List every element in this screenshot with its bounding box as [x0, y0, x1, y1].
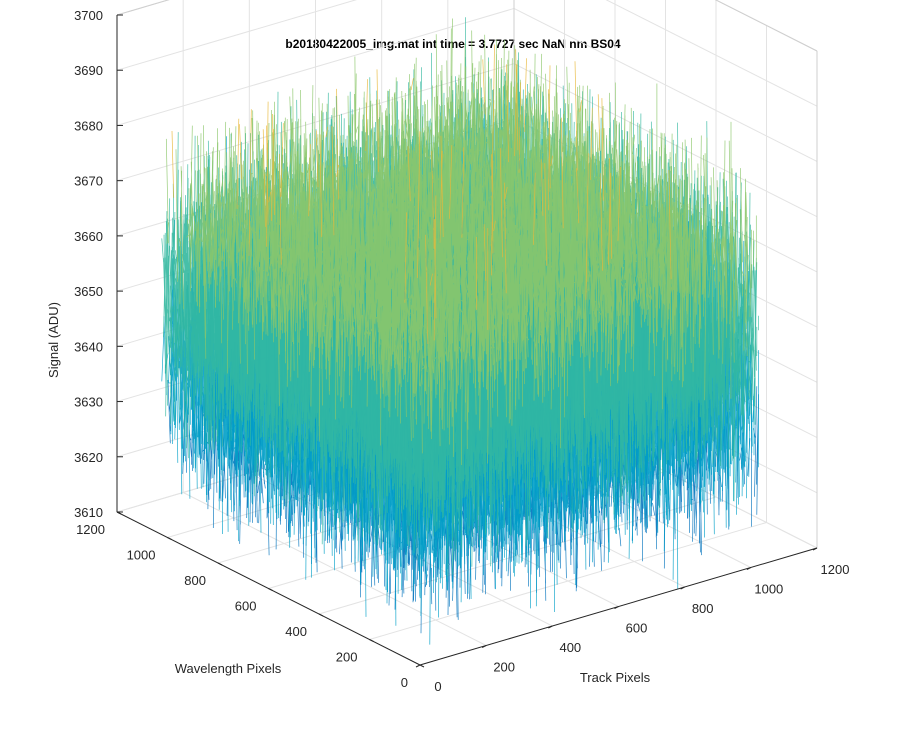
z-axis-label: Signal (ADU)	[46, 302, 61, 378]
z-tick-label: 3650	[74, 284, 103, 299]
z-tick-label: 3700	[74, 8, 103, 23]
x-tick-label: 800	[692, 601, 714, 616]
mesh-band-4	[171, 44, 672, 345]
x-tick-mark	[614, 606, 619, 609]
y-axis-label: Wavelength Pixels	[175, 661, 282, 676]
x-tick-label: 600	[626, 621, 648, 636]
y-tick-label: 600	[235, 599, 257, 614]
z-tick-label: 3690	[74, 63, 103, 78]
x-axis-label: Track Pixels	[580, 670, 651, 685]
y-tick-label: 0	[401, 675, 408, 690]
y-tick-label: 800	[184, 573, 206, 588]
z-tick-label: 3670	[74, 174, 103, 189]
x-tick-label: 0	[434, 679, 441, 694]
y-tick-label: 400	[285, 624, 307, 639]
z-tick-label: 3660	[74, 229, 103, 244]
x-tick-label: 1000	[754, 582, 783, 597]
y-tick-label: 1200	[76, 522, 105, 537]
x-tick-mark	[680, 586, 685, 590]
x-tick-label: 200	[493, 660, 515, 675]
y-tick-mark	[318, 613, 324, 617]
x-tick-mark	[812, 547, 818, 551]
y-tick-mark	[268, 588, 273, 591]
axis-ticks: 0 200 400 600 800 1000 1200 0 200 400 600 800 1000 12…	[74, 8, 849, 694]
x-tick-mark	[481, 645, 487, 648]
mesh-surface	[161, 17, 759, 645]
y-tick-label: 200	[336, 650, 358, 665]
y-tick-mark	[369, 639, 374, 642]
z-tick-label: 3640	[74, 339, 103, 354]
y-tick-mark	[217, 562, 223, 566]
chart-title: b20180422005_img.mat int time = 3.7727 s…	[285, 37, 621, 51]
z-tick-label: 3630	[74, 395, 103, 410]
box-edge	[714, 0, 818, 52]
x-tick-label: 1200	[821, 562, 850, 577]
y-tick-mark	[419, 664, 425, 668]
z-tick-label: 3680	[74, 118, 103, 133]
x-tick-mark	[415, 664, 421, 668]
y-tick-label: 1000	[127, 548, 156, 563]
x-tick-mark	[548, 625, 553, 629]
x-tick-mark	[746, 567, 752, 570]
z-tick-label: 3620	[74, 450, 103, 465]
x-tick-label: 400	[559, 640, 581, 655]
y-tick-mark	[167, 537, 172, 540]
z-tick-label: 3610	[74, 505, 103, 520]
